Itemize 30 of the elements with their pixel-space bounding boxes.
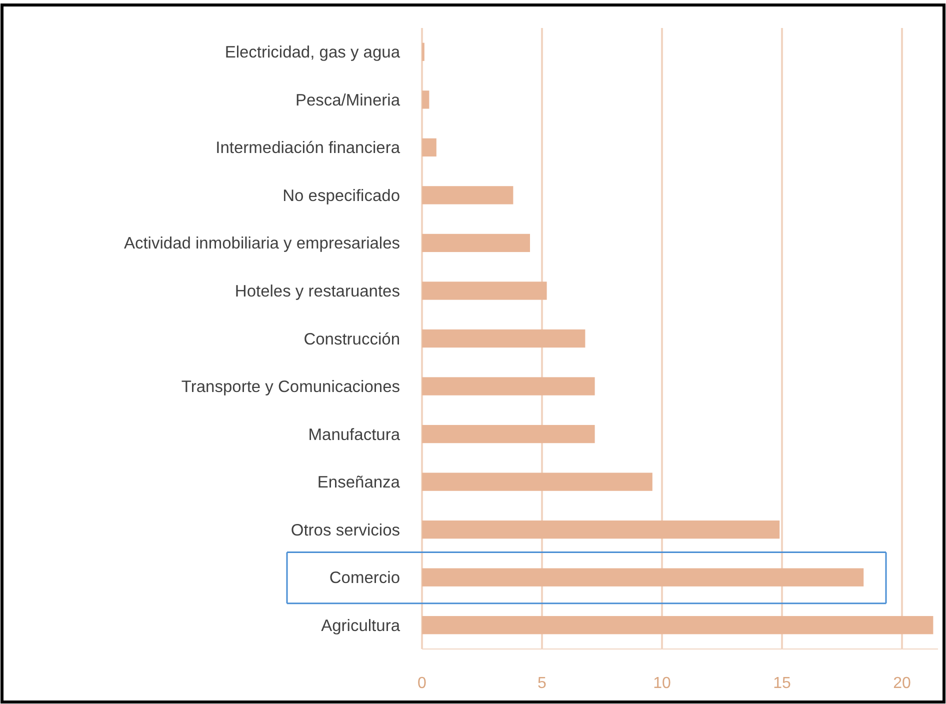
y-tick-label: Construcción [304,330,400,348]
x-tick-label: 15 [773,675,791,692]
bar [422,520,780,539]
y-tick-label: Pesca/Mineria [295,91,401,110]
bar [422,568,864,586]
y-tick-label: Intermediación financiera [216,139,401,158]
y-tick-label: Comercio [329,569,400,588]
bar [422,329,586,348]
y-tick-label: Agricultura [321,616,401,635]
y-tick-label: Actividad inmobiliaria y empresariales [124,234,400,253]
bar [422,138,436,156]
x-tick-label: 20 [893,675,911,692]
y-tick-label: No especificado [282,186,400,205]
y-tick-label: Hoteles y restaruantes [234,282,400,301]
bar [422,424,595,444]
y-tick-label: Electricidad, gas y agua [224,44,401,62]
bar [422,90,430,109]
y-tick-label: Transporte y Comunicaciones [181,378,400,396]
y-tick-label: Manufactura [308,426,401,444]
bar [422,472,652,491]
x-tick-label: 0 [418,675,427,692]
bar [422,377,595,396]
bar [422,282,547,300]
y-tick-label: Otros servicios [290,521,400,540]
bar [422,234,530,252]
y-tick-label: Enseñanza [317,474,401,492]
x-tick-label: 10 [653,675,671,692]
x-tick-label: 5 [538,675,547,692]
bar [422,186,514,204]
bar [422,616,934,634]
